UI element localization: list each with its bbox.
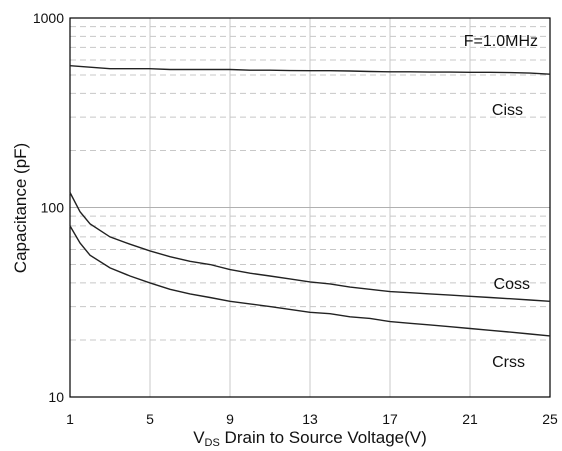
series-line-ciss [69,65,551,75]
x-tick-label: 9 [226,411,234,427]
y-tick-labels: 10 100 1000 [33,10,64,405]
annotation-frequency: F=1.0MHz [464,33,538,50]
x-tick-label: 13 [302,411,318,427]
x-tick-label: 1 [66,411,74,427]
plot-frame [69,17,551,398]
series-line-coss [69,192,551,302]
x-tick-labels: 1 5 9 13 17 21 25 [66,411,558,427]
series-group: Ciss Coss Crss [69,65,551,371]
grid [70,18,550,397]
y-tick-label: 1000 [33,10,64,26]
series-label-crss: Crss [492,354,525,371]
y-tick-label: 10 [48,389,64,405]
x-axis-label: VDS Drain to Source Voltage(V) [193,428,427,449]
x-tick-label: 17 [382,411,398,427]
x-axis-label-subscript: DS [205,437,220,449]
y-axis-label: Capacitance (pF) [11,143,30,273]
x-axis-label-prefix: V [193,428,205,447]
x-axis-label-text: Drain to Source Voltage(V) [220,428,427,447]
series-label-coss: Coss [494,276,530,293]
series-line-crss [69,225,551,337]
y-tick-label: 100 [41,200,65,216]
x-tick-label: 21 [462,411,478,427]
x-tick-label: 5 [146,411,154,427]
series-label-ciss: Ciss [492,102,523,119]
x-tick-label: 25 [542,411,558,427]
